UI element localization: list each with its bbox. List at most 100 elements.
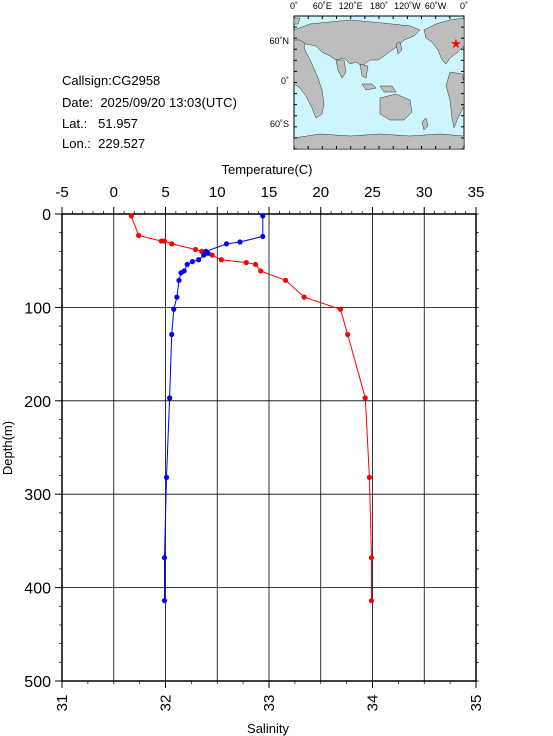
callsign-label: Callsign: [62,73,112,88]
data-point [368,598,375,604]
land-indochina [359,63,369,79]
series-line-1 [164,215,264,601]
world-map: 0˚ 60˚E 120˚E 180˚ 120˚W 60˚W 0˚ 60˚N 0˚ 60˚S ★ [269,1,468,150]
callsign-value: CG2958 [111,73,161,88]
land-australia [379,93,413,121]
top-axis-ticks: -5 0 5 10 15 20 25 30 35 [55,184,484,214]
top-tick-label: 25 [364,184,381,201]
land-south-america [445,71,465,129]
depth-tick-label: 400 [24,581,51,598]
map-left-label: 60˚N [269,36,289,46]
date-line: Date: 2025/09/20 13:03(UTC) [62,95,237,110]
data-point [260,213,266,219]
data-point [192,246,199,253]
data-point [158,238,164,244]
top-tick-label: -5 [55,184,68,201]
lat-label: Lat.: [62,116,88,131]
lat-value: 51.957 [98,116,138,131]
top-axis-label: Temperature(C) [221,162,312,177]
top-tick-label: 30 [416,184,433,201]
land-new-zealand [421,117,429,131]
data-point [181,268,187,274]
top-tick-label: 20 [312,184,329,201]
map-top-labels: 0˚ 60˚E 120˚E 180˚ 120˚W 60˚W 0˚ [290,1,468,11]
depth-tick-label: 500 [24,674,51,691]
data-point [161,598,168,604]
depth-tick-label: 300 [24,487,51,504]
map-top-label: 0˚ [290,1,298,11]
top-tick-label: 0 [110,184,118,201]
bottom-tick-label: 35 [468,695,485,712]
data-point [223,241,230,247]
lat-line: Lat.: 51.957 [62,116,138,131]
data-point [196,257,202,263]
bottom-tick-label: 31 [54,695,71,712]
plot-frame [61,213,477,682]
date-value: 2025/09/20 13:03(UTC) [100,95,237,110]
data-point [161,238,168,244]
data-point [167,395,173,401]
y-axis-label: Depth(m) [0,421,15,475]
top-tick-label: 15 [261,184,278,201]
date-label: Date: [62,95,94,110]
data-point [189,259,196,265]
data-point [169,331,175,338]
data-point [171,306,177,312]
data-point [163,474,170,480]
data-point [135,232,142,239]
series-layer [128,213,375,604]
bottom-axis-label: Salinity [247,721,289,736]
depth-tick-label: 200 [24,394,51,411]
map-left-labels: 60˚N 0˚ 60˚S [269,36,289,129]
data-point [237,239,243,245]
land-japan [395,41,403,55]
bottom-tick-label: 32 [158,695,175,712]
land-eurasia [293,19,421,67]
data-point [128,213,134,219]
land-north-america [423,17,465,65]
data-point [258,268,264,274]
map-top-label: 60˚E [313,1,332,11]
map-top-label: 0˚ [460,1,468,11]
data-point [174,294,180,300]
data-point [169,241,175,247]
data-point [252,261,259,268]
data-point [301,294,307,300]
lon-value: 229.527 [98,136,146,151]
data-point [218,257,224,263]
bottom-axis-ticks: 31 32 33 34 35 [54,681,485,711]
data-point [203,248,209,254]
bottom-tick-label: 34 [365,695,382,712]
land-south-asia [335,59,347,79]
data-point [178,270,184,276]
depth-tick-label: 0 [42,207,51,224]
callsign-line: Callsign:CG2958 [62,73,160,88]
data-point [161,555,168,561]
data-point [184,261,190,268]
map-top-label: 120˚E [339,1,363,11]
left-axis-ticks: 0 100 200 300 400 500 [24,207,479,691]
map-land [293,17,465,150]
data-point [337,306,344,312]
data-point [209,252,215,258]
station-marker: ★ [450,37,462,52]
data-point [366,474,372,480]
data-point [260,233,266,240]
depth-tick-label: 100 [24,300,51,317]
top-tick-label: 5 [161,184,169,201]
map-left-label: 60˚S [270,119,289,129]
land-indonesia [361,83,397,93]
data-point [368,555,375,561]
top-tick-label: 10 [209,184,226,201]
data-point [176,277,182,283]
lon-label: Lon.: [62,136,91,151]
chart-grid [61,213,477,682]
data-point [243,259,249,266]
lon-line: Lon.: 229.527 [62,136,145,151]
data-point [362,395,368,401]
map-ticks [293,15,465,150]
map-top-label: 60˚W [425,1,447,11]
data-point [345,331,351,338]
data-point [205,250,211,256]
series-line-0 [130,215,372,601]
